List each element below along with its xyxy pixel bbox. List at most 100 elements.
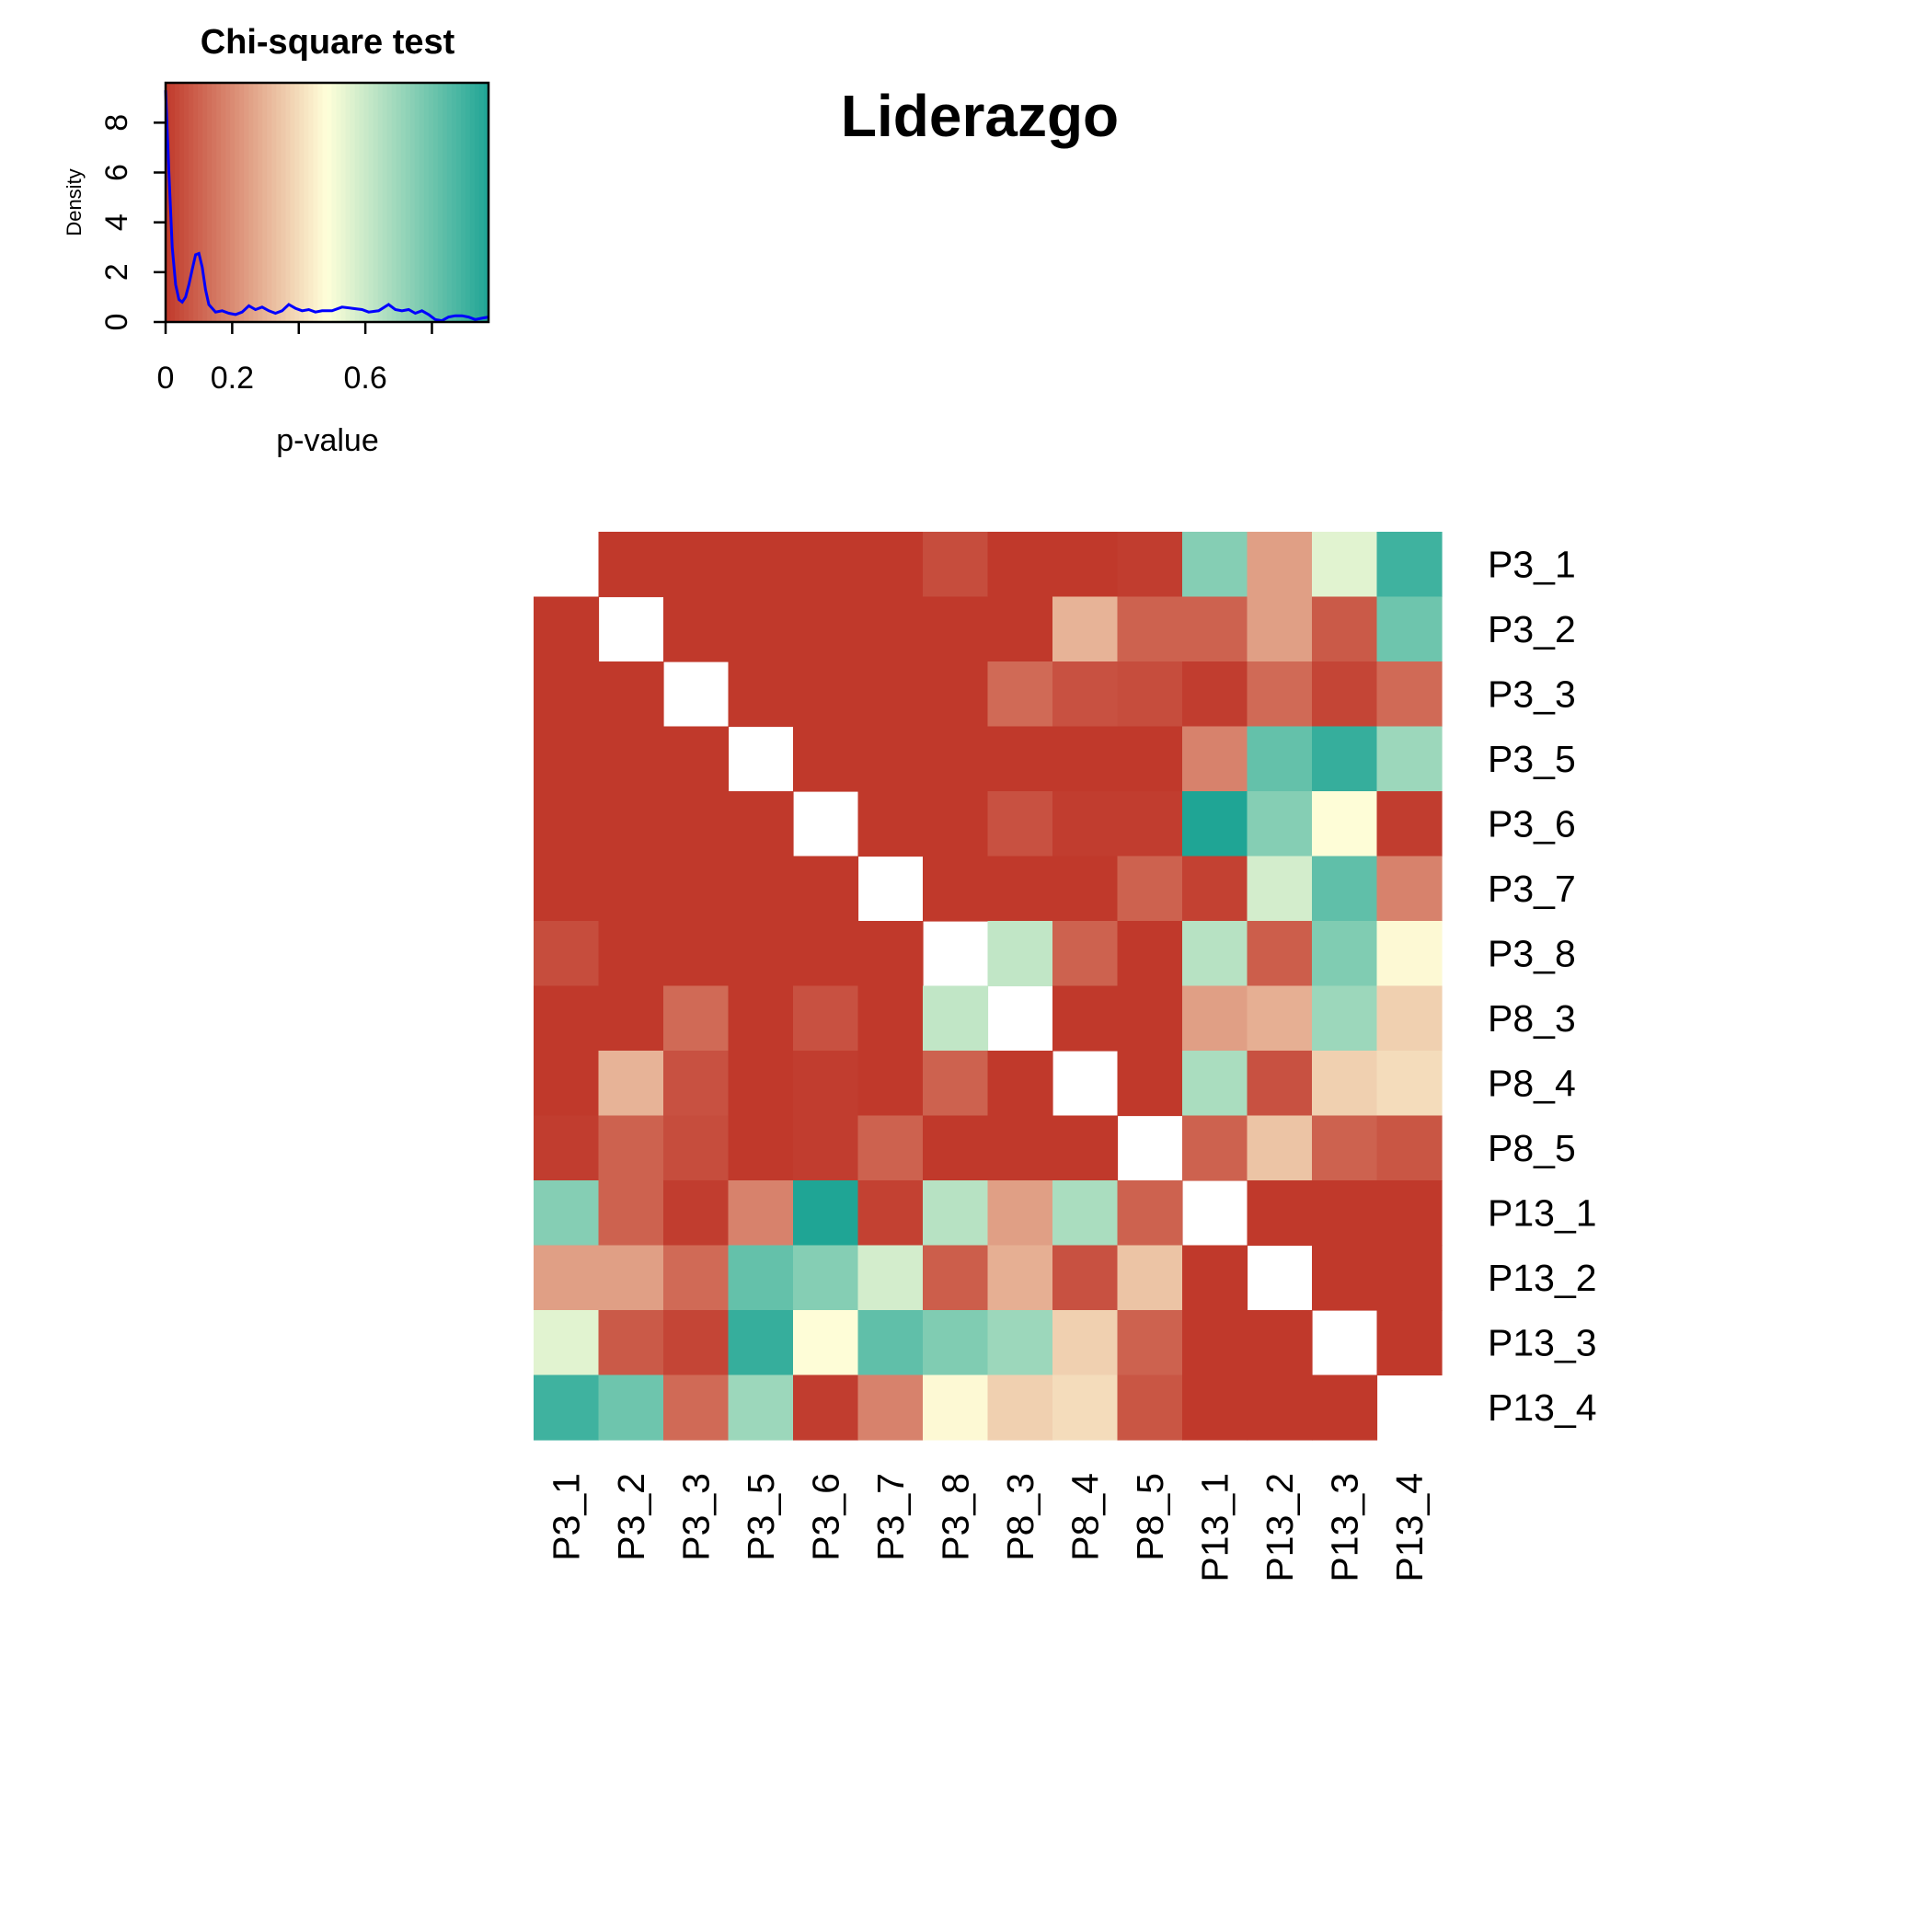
heatmap-cell-P3_2-P3_5 xyxy=(728,596,794,662)
key-color-gradient xyxy=(166,83,489,322)
key-title: Chi-square test xyxy=(201,23,455,62)
heatmap-cell-P8_3-P8_5 xyxy=(1117,985,1183,1052)
heatmap-cell-P3_5-P13_2 xyxy=(1247,726,1313,792)
key-gradient-strip xyxy=(281,83,286,322)
heatmap-cell-P13_3-P3_2 xyxy=(598,1310,664,1376)
key-gradient-strip xyxy=(258,83,263,322)
heatmap-cell-P3_2-P3_8 xyxy=(923,596,989,662)
key-gradient-strip xyxy=(419,83,425,322)
heatmap-cell-P3_1-P8_5 xyxy=(1117,532,1183,598)
key-gradient-strip xyxy=(170,83,176,322)
key-gradient-strip xyxy=(207,83,213,322)
heatmap-cell-P13_1-P13_2 xyxy=(1247,1180,1313,1247)
heatmap-cell-P13_3-P13_2 xyxy=(1247,1310,1313,1376)
row-label: P8_3 xyxy=(1488,997,1576,1040)
column-label: P8_3 xyxy=(999,1473,1041,1561)
heatmap-cell-P3_7-P3_5 xyxy=(728,856,794,922)
heatmap-cell-P13_4-P3_1 xyxy=(534,1374,600,1441)
heatmap-cell-P3_1-P13_3 xyxy=(1312,532,1378,598)
heatmap-cell-P13_4-P8_4 xyxy=(1052,1374,1119,1441)
heatmap-cell-P3_3-P13_3 xyxy=(1312,661,1378,728)
heatmap-cell-P3_2-P3_1 xyxy=(534,596,600,662)
heatmap-cell-P13_1-P3_6 xyxy=(793,1180,859,1247)
key-x-axis: 0 0.2 0.6 xyxy=(157,322,433,396)
heatmap-cell-P3_7-P8_5 xyxy=(1117,856,1183,922)
heatmap-cell-P8_5-P8_4 xyxy=(1052,1115,1119,1181)
heatmap-cell-P3_8-P3_7 xyxy=(857,921,924,987)
key-y-axis-label: Density xyxy=(63,168,86,236)
heatmap-cell-P3_7-P3_1 xyxy=(534,856,600,922)
heatmap-cell-P3_2-P3_7 xyxy=(857,596,924,662)
key-gradient-strip xyxy=(304,83,310,322)
heatmap-cell-P3_2-P3_6 xyxy=(793,596,859,662)
heatmap-row-labels: P3_1 P3_2 P3_3 P3_5 P3_6 P3_7 P3_8 P8_3 P8_4 P8_5… xyxy=(1488,543,1597,1429)
key-gradient-strip xyxy=(423,83,430,322)
key-x-tick-label: 0.6 xyxy=(343,361,386,396)
key-gradient-strip xyxy=(202,83,208,322)
key-gradient-strip xyxy=(189,83,194,322)
heatmap-cells xyxy=(534,532,1443,1441)
heatmap-cell-P13_3-P3_3 xyxy=(663,1310,730,1376)
heatmap-cell-P3_1-P8_3 xyxy=(987,532,1053,598)
heatmap-cell-P13_1-P3_3 xyxy=(663,1180,730,1247)
heatmap-cell-P3_5-P3_3 xyxy=(663,726,730,792)
heatmap-cell-P3_5-P8_5 xyxy=(1117,726,1183,792)
key-gradient-strip xyxy=(465,83,471,322)
key-gradient-strip xyxy=(478,83,485,322)
key-gradient-strip xyxy=(340,83,347,322)
heatmap-cell-P8_5-P13_4 xyxy=(1376,1115,1443,1181)
heatmap-cell-P3_8-P8_5 xyxy=(1117,921,1183,987)
row-label: P3_6 xyxy=(1488,802,1576,845)
heatmap-cell-P13_4-P13_1 xyxy=(1182,1374,1248,1441)
heatmap-cell-P13_1-P8_4 xyxy=(1052,1180,1119,1247)
heatmap-cell-P3_3-P3_1 xyxy=(534,661,600,728)
key-gradient-strip xyxy=(239,83,245,322)
column-label: P13_1 xyxy=(1193,1473,1236,1582)
key-gradient-strip xyxy=(299,83,305,322)
column-label: P3_7 xyxy=(869,1473,912,1561)
column-label: P3_5 xyxy=(740,1473,782,1561)
key-gradient-strip xyxy=(400,83,407,322)
heatmap-cell-P3_7-P13_3 xyxy=(1312,856,1378,922)
key-gradient-strip xyxy=(308,83,315,322)
heatmap-cell-P8_5-P3_1 xyxy=(534,1115,600,1181)
heatmap-cell-P13_2-P3_7 xyxy=(857,1245,924,1311)
heatmap-cell-P8_4-P3_2 xyxy=(598,1051,664,1117)
key-gradient-strip xyxy=(396,83,402,322)
heatmap-cell-P3_5-P8_3 xyxy=(987,726,1053,792)
heatmap-cell-P3_3-P3_2 xyxy=(598,661,664,728)
key-gradient-strip xyxy=(460,83,466,322)
column-label: P3_8 xyxy=(934,1473,976,1561)
key-gradient-strip xyxy=(405,83,411,322)
row-label: P8_4 xyxy=(1488,1062,1576,1104)
heatmap-cell-P8_4-P13_1 xyxy=(1182,1051,1248,1117)
heatmap-cell-P8_4-P3_5 xyxy=(728,1051,794,1117)
key-gradient-strip xyxy=(317,83,324,322)
heatmap-cell-P8_3-P3_1 xyxy=(534,985,600,1052)
heatmap-cell-P13_2-P13_4 xyxy=(1376,1245,1443,1311)
key-gradient-strip xyxy=(244,83,249,322)
heatmap-cell-P3_3-P13_1 xyxy=(1182,661,1248,728)
heatmap-cell-P3_8-P3_2 xyxy=(598,921,664,987)
heatmap-cell-P13_2-P13_1 xyxy=(1182,1245,1248,1311)
column-label: P13_2 xyxy=(1259,1473,1301,1582)
row-label: P8_5 xyxy=(1488,1127,1576,1169)
heatmap-cell-P8_3-P3_3 xyxy=(663,985,730,1052)
column-label: P3_3 xyxy=(674,1473,717,1561)
heatmap-cell-P13_4-P3_7 xyxy=(857,1374,924,1441)
heatmap-cell-P3_1-P13_4 xyxy=(1376,532,1443,598)
heatmap-cell-P8_4-P13_2 xyxy=(1247,1051,1313,1117)
key-gradient-strip xyxy=(354,83,361,322)
heatmap-cell-P13_4-P13_3 xyxy=(1312,1374,1378,1441)
heatmap-cell-P8_4-P13_4 xyxy=(1376,1051,1443,1117)
key-gradient-strip xyxy=(262,83,268,322)
key-y-tick-label: 2 xyxy=(99,263,134,281)
heatmap-cell-P8_5-P8_3 xyxy=(987,1115,1053,1181)
heatmap-cell-P3_8-P13_1 xyxy=(1182,921,1248,987)
heatmap-cell-P8_4-P3_6 xyxy=(793,1051,859,1117)
heatmap-cell-P3_3-P13_2 xyxy=(1247,661,1313,728)
heatmap-cell-P8_4-P13_3 xyxy=(1312,1051,1378,1117)
key-gradient-strip xyxy=(391,83,397,322)
heatmap-cell-P3_7-P13_1 xyxy=(1182,856,1248,922)
row-label: P3_5 xyxy=(1488,738,1576,780)
